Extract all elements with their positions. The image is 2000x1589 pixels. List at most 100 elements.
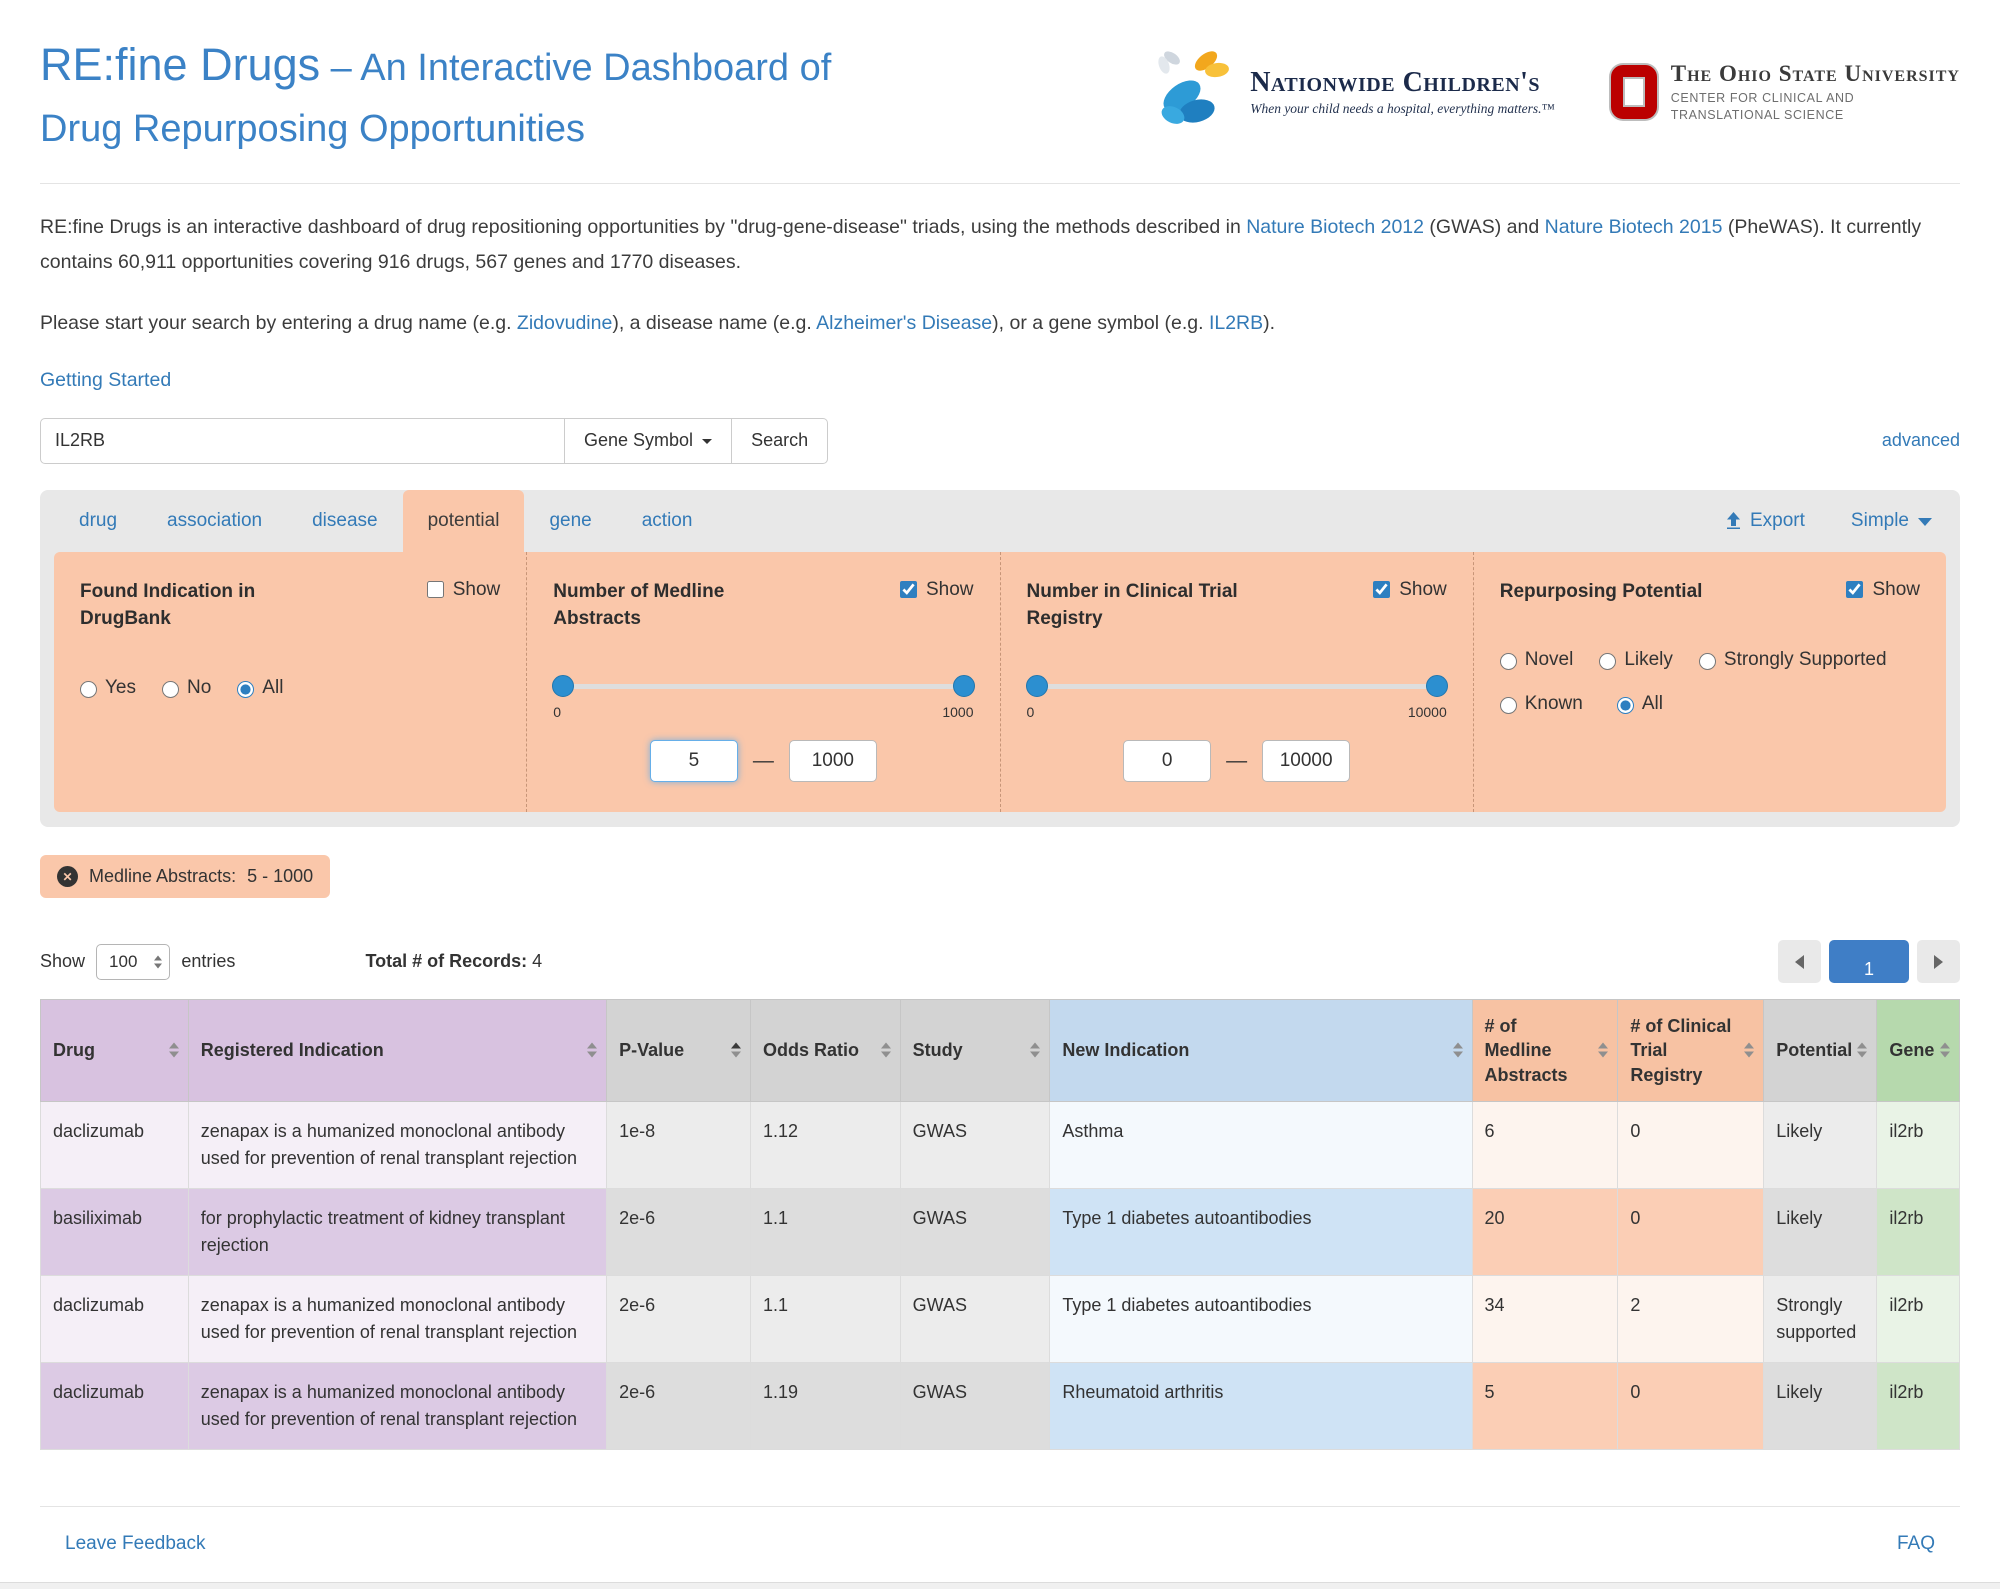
leave-feedback-link[interactable]: Leave Feedback [65,1532,206,1554]
clinical-show-checkbox[interactable] [1373,580,1391,598]
radio-strongly-supported-input[interactable] [1698,652,1716,670]
column-header-study[interactable]: Study [899,999,1051,1102]
radio-yes[interactable]: Yes [80,677,136,699]
potential-show-checkbox[interactable] [1846,580,1864,598]
radio-label: No [187,677,212,699]
tab-drug[interactable]: drug [79,509,118,531]
cell-study: GWAS [899,1274,1051,1363]
current-page-button[interactable]: 1 [1829,940,1909,984]
tab-potential[interactable]: potential [402,489,525,552]
slider-max-label: 10000 [1407,704,1447,721]
il2rb-link[interactable]: IL2RB [1208,311,1264,334]
slider-min-label: 0 [1026,704,1035,721]
butterflies-icon [1158,51,1230,124]
cell-registered-indication: for prophylactic treatment of kidney tra… [187,1187,608,1276]
faq-link[interactable]: FAQ [1896,1532,1935,1554]
radio-strongly-supported[interactable]: Strongly Supported [1698,649,1887,671]
column-header-odds-ratio[interactable]: Odds Ratio [750,999,901,1102]
clinical-to-input[interactable] [1262,740,1351,783]
alzheimers-disease-link[interactable]: Alzheimer's Disease [816,311,993,334]
tab-action[interactable]: action [641,509,693,531]
radio-likely-input[interactable] [1599,652,1617,670]
sort-icon [1744,1042,1755,1058]
drugbank-options: Yes No All [80,677,500,699]
column-label: Gene [1889,1040,1935,1061]
medline-slider-handle-max[interactable] [952,675,975,698]
medline-show-toggle[interactable]: Show [899,578,974,633]
tab-gene[interactable]: gene [549,509,592,531]
remove-filter-icon[interactable]: ✕ [57,866,78,888]
medline-show-checkbox[interactable] [899,580,917,598]
prev-page-button[interactable] [1778,940,1821,984]
column-label: # of Clinical Trial Registry [1630,1016,1732,1085]
column-header-clinical-trial-registry[interactable]: # of Clinical Trial Registry [1617,999,1765,1102]
radio-novel-input[interactable] [1499,652,1517,670]
stepper-icon [154,955,163,969]
tab-disease[interactable]: disease [312,509,378,531]
cell-p-value: 1e-8 [606,1100,751,1189]
tab-association[interactable]: association [167,509,263,531]
clinical-slider-handle-min[interactable] [1025,675,1048,698]
radio-known[interactable]: Known [1499,693,1583,715]
clinical-from-input[interactable] [1123,740,1212,783]
radio-no-input[interactable] [162,680,179,698]
medline-slider-handle-min[interactable] [552,675,575,698]
radio-known-input[interactable] [1499,696,1517,714]
export-upload-icon [1727,512,1740,530]
sort-icon [1598,1042,1609,1058]
simple-label: Simple [1850,509,1909,531]
getting-started-link[interactable]: Getting Started [40,368,172,391]
cell-registered-indication: zenapax is a humanized monoclonal antibo… [187,1361,608,1450]
radio-all-potential-input[interactable] [1616,696,1634,714]
column-header-potential[interactable]: Potential [1763,999,1878,1102]
column-header-new-indication[interactable]: New Indication [1049,999,1473,1102]
clinical-show-toggle[interactable]: Show [1373,578,1447,633]
search-type-dropdown[interactable]: Gene Symbol [564,417,733,464]
drugbank-show-toggle[interactable]: Show [426,578,500,633]
radio-yes-input[interactable] [80,680,97,698]
cell-odds-ratio: 1.1 [750,1274,901,1363]
column-header-medline-abstracts[interactable]: # of Medline Abstracts [1471,999,1619,1102]
entries-value: 100 [109,951,138,971]
simple-view-toggle[interactable]: Simple [1851,510,1932,532]
sort-icon [1452,1042,1463,1058]
active-filter-chip[interactable]: ✕ Medline Abstracts: 5 - 1000 [40,855,331,899]
clinical-range-slider[interactable] [1025,675,1448,698]
advanced-link[interactable]: advanced [1881,430,1960,451]
horizontal-scrollbar-track[interactable] [0,1581,2000,1589]
total-records-label: Total # of Records: [365,951,528,972]
radio-all-potential[interactable]: All [1616,693,1663,715]
drugbank-show-checkbox[interactable] [426,580,444,598]
radio-all[interactable]: All [237,677,283,699]
entries-select[interactable]: 100 [96,943,171,980]
search-input[interactable] [40,417,565,464]
medline-from-input[interactable] [649,740,738,783]
show-entries-label: Show [40,951,86,972]
next-page-button[interactable] [1917,940,1960,984]
sort-ascending-icon [731,1042,741,1058]
radio-no[interactable]: No [162,677,211,699]
export-button[interactable]: Export [1726,510,1805,532]
table-row: basiliximab for prophylactic treatment o… [40,1187,1960,1276]
cell-new-indication: Type 1 diabetes autoantibodies [1049,1274,1473,1363]
clinical-slider-handle-max[interactable] [1425,675,1448,698]
radio-likely[interactable]: Likely [1599,649,1673,671]
radio-novel[interactable]: Novel [1499,649,1573,671]
chip-label: Medline Abstracts: [89,866,237,887]
nature-biotech-2015-link[interactable]: Nature Biotech 2015 [1544,215,1723,238]
column-header-drug[interactable]: Drug [40,999,189,1102]
slider-track [1028,684,1445,690]
search-button[interactable]: Search [731,417,829,464]
potential-show-toggle[interactable]: Show [1846,578,1920,606]
zidovudine-link[interactable]: Zidovudine [516,311,613,334]
sort-icon [1857,1042,1868,1058]
column-label: Study [912,1040,963,1061]
medline-range-slider[interactable] [552,675,975,698]
medline-to-input[interactable] [788,740,877,783]
radio-all-input[interactable] [237,680,255,698]
column-header-registered-indication[interactable]: Registered Indication [187,999,608,1102]
column-header-gene[interactable]: Gene [1876,999,1960,1102]
show-label: Show [925,578,974,600]
nature-biotech-2012-link[interactable]: Nature Biotech 2012 [1246,215,1424,238]
column-header-p-value[interactable]: P-Value [606,999,751,1102]
